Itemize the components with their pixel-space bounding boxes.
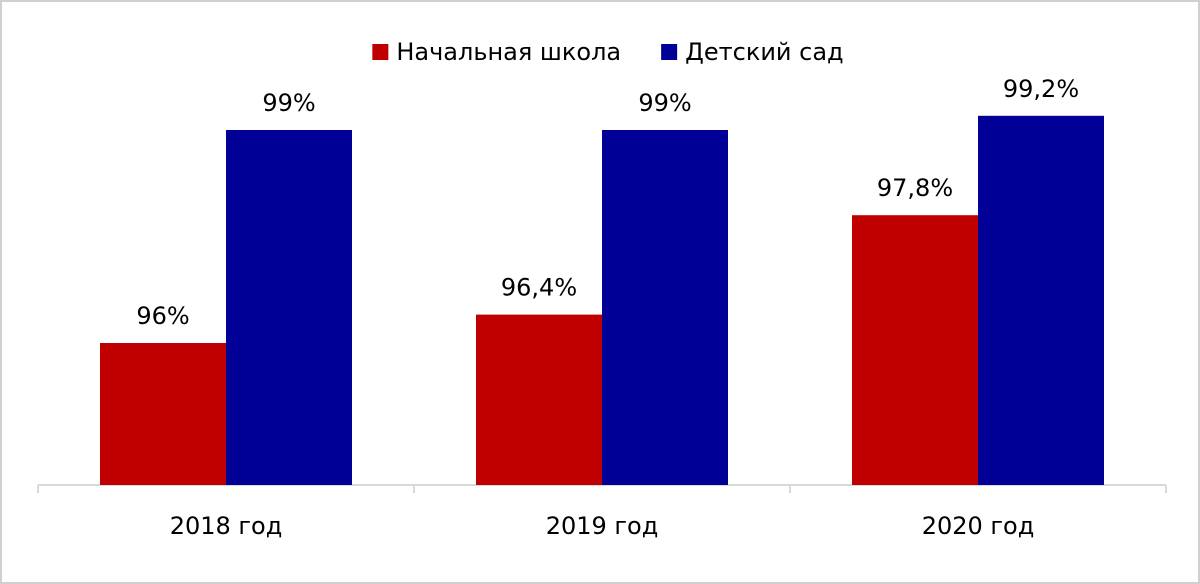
x-tick-label: 2019 год xyxy=(546,512,659,540)
bar xyxy=(602,130,728,485)
data-label: 96,4% xyxy=(501,274,577,302)
data-label: 99% xyxy=(638,89,691,117)
bar xyxy=(852,215,978,485)
data-label: 96% xyxy=(136,302,189,330)
bar xyxy=(100,343,226,485)
legend-label: Детский сад xyxy=(685,38,844,66)
bar xyxy=(978,115,1104,486)
legend-label: Начальная школа xyxy=(396,38,621,66)
bar xyxy=(476,314,602,485)
bar xyxy=(226,130,352,485)
data-label: 99,2% xyxy=(1003,75,1079,103)
data-label: 97,8% xyxy=(877,174,953,202)
x-tick-label: 2020 год xyxy=(922,512,1035,540)
legend-swatch xyxy=(661,44,678,60)
x-tick-label: 2018 год xyxy=(170,512,283,540)
legend-swatch xyxy=(372,44,389,60)
data-label: 99% xyxy=(262,89,315,117)
